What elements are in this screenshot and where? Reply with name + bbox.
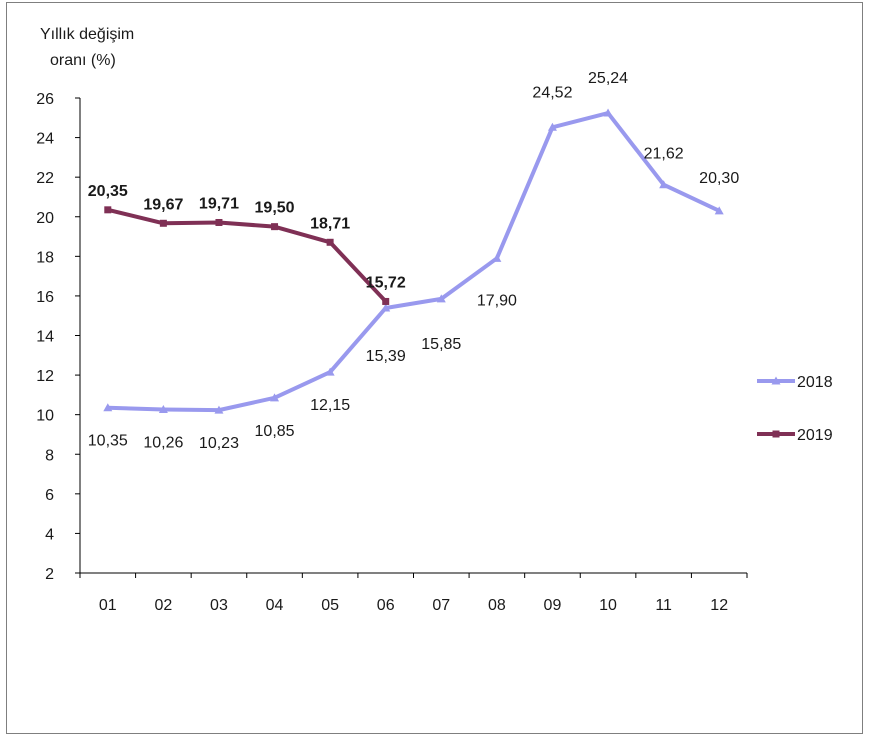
data-point-2019 (271, 223, 279, 231)
series-line-2018 (107, 111, 721, 413)
data-point-2018 (214, 405, 224, 414)
data-point-2019 (104, 206, 112, 214)
y-tick-label: 26 (36, 91, 54, 108)
x-tick-label: 10 (599, 597, 617, 614)
x-tick-label: 07 (432, 597, 450, 614)
x-tick-label: 06 (377, 597, 395, 614)
y-tick-label: 4 (45, 526, 54, 543)
data-label-2019: 15,72 (366, 274, 406, 291)
x-tick-label: 05 (321, 597, 339, 614)
data-point-2019 (215, 218, 223, 226)
y-tick-label: 18 (36, 249, 54, 266)
x-tick-label: 09 (544, 597, 562, 614)
x-tick-label: 03 (210, 597, 228, 614)
y-axis-label-line-2: oranı (%) (50, 52, 116, 69)
data-point-2018 (436, 294, 446, 303)
y-tick-label: 16 (36, 289, 54, 306)
data-label-2018: 17,90 (477, 292, 517, 309)
y-tick-label: 20 (36, 210, 54, 227)
y-tick-label: 24 (36, 131, 54, 148)
data-point-2019 (382, 297, 390, 305)
legend-label-2018: 2018 (797, 374, 833, 391)
data-point-2018 (547, 122, 557, 131)
legend-label-2019: 2019 (797, 427, 833, 444)
x-tick-label: 02 (154, 597, 172, 614)
data-point-2018 (325, 367, 335, 376)
data-point-2019 (159, 219, 167, 227)
x-tick-label: 04 (266, 597, 284, 614)
data-label-2018: 25,24 (588, 70, 628, 87)
y-tick-label: 10 (36, 408, 54, 425)
y-tick-label: 6 (45, 487, 54, 504)
series-line-2019 (107, 207, 388, 303)
y-tick-label: 12 (36, 368, 54, 385)
data-label-2019: 19,71 (199, 195, 239, 212)
data-label-2019: 18,71 (310, 215, 350, 232)
data-label-2019: 19,67 (143, 196, 183, 213)
data-point-2018 (659, 180, 669, 189)
data-label-2018: 10,35 (88, 433, 128, 450)
data-point-2018 (492, 253, 502, 262)
y-tick-label: 2 (45, 566, 54, 583)
x-tick-label: 12 (710, 597, 728, 614)
data-point-2018 (603, 108, 613, 117)
chart-frame (6, 2, 863, 734)
data-point-2018 (714, 206, 724, 215)
y-tick-label: 8 (45, 447, 54, 464)
data-point-2018 (270, 393, 280, 402)
data-label-2018: 24,52 (532, 84, 572, 101)
data-label-2019: 19,50 (255, 200, 295, 217)
data-point-2019 (326, 238, 334, 246)
data-label-2018: 10,85 (255, 423, 295, 440)
y-tick-label: 14 (36, 329, 54, 346)
x-tick-label: 08 (488, 597, 506, 614)
x-tick-label: 01 (99, 597, 117, 614)
data-label-2018: 10,23 (199, 435, 239, 452)
data-point-2018 (103, 403, 113, 412)
y-axis-label: Yıllık değişim oranı (%) (40, 22, 134, 74)
data-label-2018: 12,15 (310, 397, 350, 414)
data-point-2018 (381, 303, 391, 312)
legend-marker-2018 (771, 376, 781, 385)
y-axis-label-line-1: Yıllık değişim (40, 26, 135, 43)
data-label-2018: 20,30 (699, 170, 739, 187)
data-label-2018: 10,26 (143, 435, 183, 452)
legend-marker-2019 (772, 430, 780, 438)
data-point-2018 (158, 405, 168, 414)
data-label-2018: 21,62 (644, 146, 684, 163)
data-label-2018: 15,39 (366, 348, 406, 365)
y-tick-label: 22 (36, 170, 54, 187)
data-label-2019: 20,35 (88, 183, 128, 200)
x-tick-label: 11 (655, 597, 672, 614)
data-label-2018: 15,85 (421, 336, 461, 353)
